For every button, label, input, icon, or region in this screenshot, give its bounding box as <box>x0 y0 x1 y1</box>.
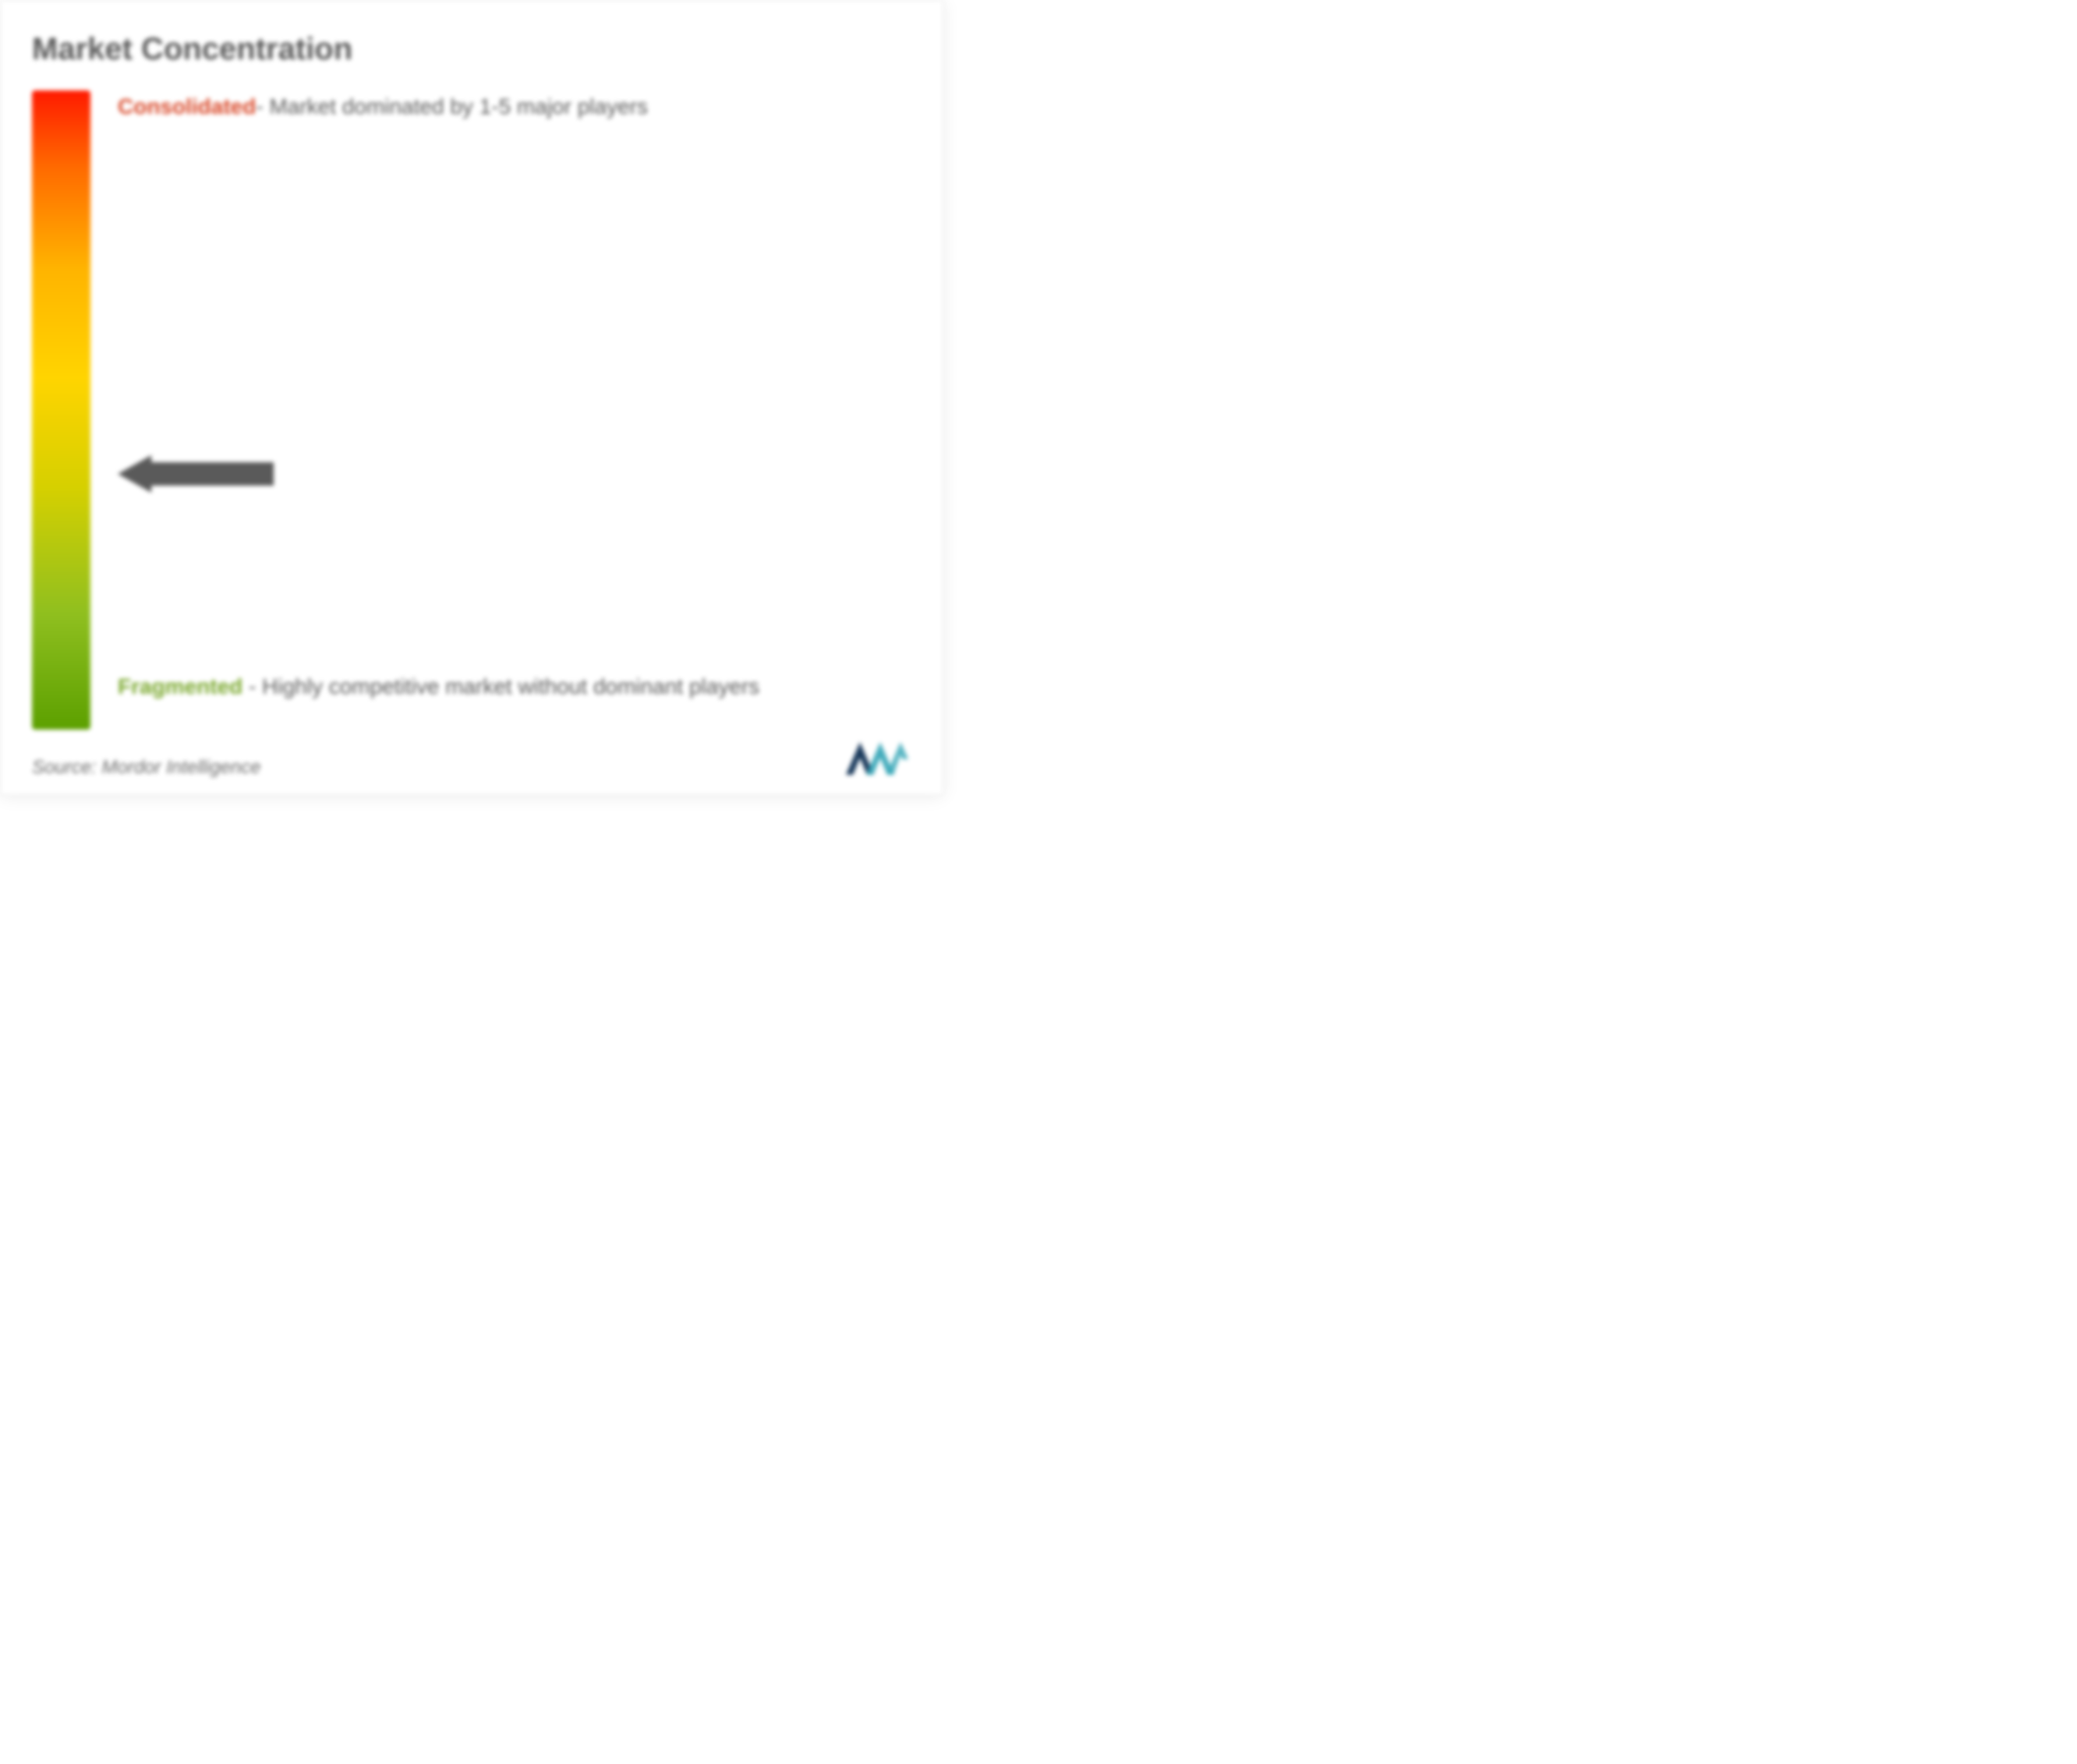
consolidated-body: - Market dominated by 1-5 major players <box>256 94 648 118</box>
fragmented-body: - Highly competitive market without domi… <box>242 674 759 698</box>
logo-icon <box>843 736 911 781</box>
source-attribution: Source: Mordor Intelligence <box>32 757 260 779</box>
chart-content: Consolidated- Market dominated by 1-5 ma… <box>32 90 904 730</box>
arrow-left-icon <box>118 455 274 493</box>
consolidated-highlight: Consolidated <box>118 94 256 118</box>
chart-card: Market Concentration Consolidated- Marke… <box>0 0 943 795</box>
brand-logo <box>843 736 911 785</box>
fragmented-label: Fragmented - Highly competitive market w… <box>118 667 841 706</box>
indicator-arrow <box>118 455 274 497</box>
fragmented-highlight: Fragmented <box>118 674 242 698</box>
labels-column: Consolidated- Market dominated by 1-5 ma… <box>118 90 904 730</box>
concentration-gradient-bar <box>32 90 90 730</box>
consolidated-label: Consolidated- Market dominated by 1-5 ma… <box>118 90 872 123</box>
chart-title: Market Concentration <box>32 32 904 67</box>
